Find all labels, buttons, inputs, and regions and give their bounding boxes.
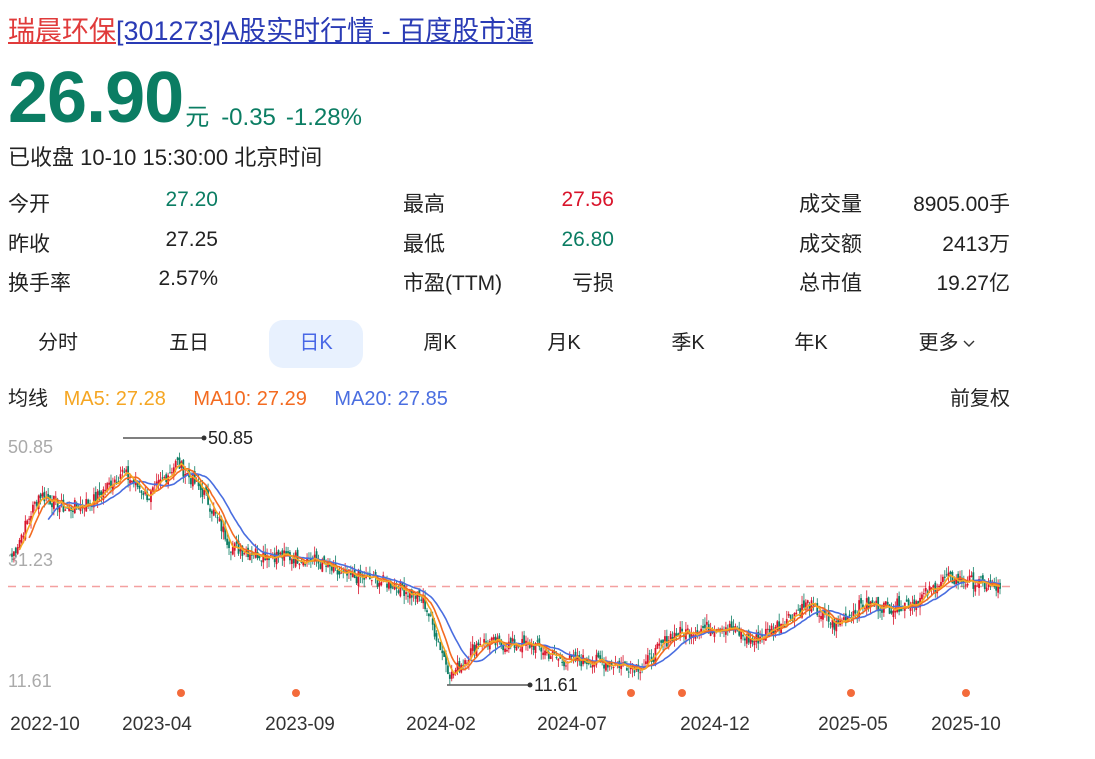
x-tick-label: 2024-02	[406, 714, 476, 735]
price-change: -0.35	[221, 104, 276, 131]
stat-value: 2413万	[942, 233, 1010, 256]
current-price: 26.90	[8, 58, 184, 138]
price-row: 26.90 元 -0.35 -1.28%	[8, 62, 362, 134]
event-marker[interactable]	[292, 689, 300, 697]
tab-label: 分时	[38, 332, 78, 354]
tab-label: 季K	[671, 332, 705, 354]
price-unit: 元	[185, 104, 210, 131]
tab-3[interactable]: 周K	[400, 320, 480, 368]
stat-value: 27.25	[165, 228, 218, 251]
market-status: 已收盘 10-10 15:30:00 北京时间	[8, 145, 323, 170]
x-tick-label: 2023-04	[122, 714, 192, 735]
event-marker[interactable]	[678, 689, 686, 697]
tab-1[interactable]: 五日	[149, 320, 229, 368]
tab-label: 更多	[918, 332, 959, 354]
stat-value: 19.27亿	[936, 272, 1010, 295]
stat-label: 市盈(TTM)	[403, 272, 503, 295]
x-tick-label: 2024-12	[680, 714, 750, 735]
tab-label: 周K	[423, 332, 457, 354]
kline-chart[interactable]: 50.85 11.61	[0, 420, 1095, 710]
tab-label: 五日	[169, 332, 209, 354]
ma20-value: MA20: 27.85	[334, 388, 448, 410]
y-max-label: 50.85	[8, 437, 54, 457]
stat-value: 27.56	[561, 188, 614, 211]
stat-label: 换手率	[8, 272, 71, 295]
max-price-annotation: 50.85	[208, 428, 253, 448]
event-marker[interactable]	[847, 689, 855, 697]
page-title[interactable]: 瑞晨环保[301273]A股实时行情 - 百度股市通	[8, 12, 533, 50]
x-tick-label: 2023-09	[265, 714, 335, 735]
x-tick-label: 2025-05	[818, 714, 888, 735]
tab-label: 月K	[547, 332, 581, 354]
tab-4[interactable]: 月K	[524, 320, 604, 368]
stat-value: 8905.00手	[913, 193, 1010, 216]
ma10-value: MA10: 27.29	[193, 388, 307, 410]
tab-6[interactable]: 年K	[771, 320, 851, 368]
event-marker[interactable]	[627, 689, 635, 697]
tab-0[interactable]: 分时	[18, 320, 98, 368]
x-tick-label: 2022-10	[10, 714, 80, 735]
stat-value: 26.80	[561, 228, 614, 251]
stat-label: 成交额	[799, 233, 862, 256]
event-marker[interactable]	[177, 689, 185, 697]
event-marker[interactable]	[962, 689, 970, 697]
stat-label: 最高	[403, 193, 445, 216]
stat-label: 昨收	[8, 233, 50, 256]
min-price-annotation: 11.61	[534, 675, 578, 695]
y-min-label: 11.61	[8, 671, 52, 691]
stat-value: 亏损	[572, 272, 614, 295]
price-change-pct: -1.28%	[285, 104, 362, 131]
stat-value: 27.20	[165, 188, 218, 211]
x-tick-label: 2024-07	[537, 714, 607, 735]
ma5-value: MA5: 27.28	[63, 388, 166, 410]
tab-2[interactable]: 日K	[269, 320, 363, 368]
tab-label: 年K	[794, 332, 828, 354]
tab-label: 日K	[299, 332, 333, 354]
title-link[interactable]: [301273]A股实时行情 - 百度股市通	[116, 16, 534, 46]
ma-label: 均线	[8, 388, 48, 410]
stat-label: 总市值	[799, 272, 862, 295]
stat-label: 最低	[403, 233, 445, 256]
ma-legend: 均线 MA5: 27.28 MA10: 27.29 MA20: 27.85	[8, 382, 470, 411]
x-tick-label: 2025-10	[931, 714, 1001, 735]
y-mid-label: 31.23	[8, 550, 54, 570]
chevron-down-icon	[959, 332, 976, 354]
stat-label: 今开	[8, 193, 50, 216]
stat-label: 成交量	[799, 193, 862, 216]
stock-name-link[interactable]: 瑞晨环保	[8, 16, 116, 46]
stat-value: 2.57%	[158, 267, 218, 290]
tab-7[interactable]: 更多	[907, 320, 987, 368]
adjust-selector[interactable]: 前复权	[950, 388, 1010, 410]
tab-5[interactable]: 季K	[648, 320, 728, 368]
